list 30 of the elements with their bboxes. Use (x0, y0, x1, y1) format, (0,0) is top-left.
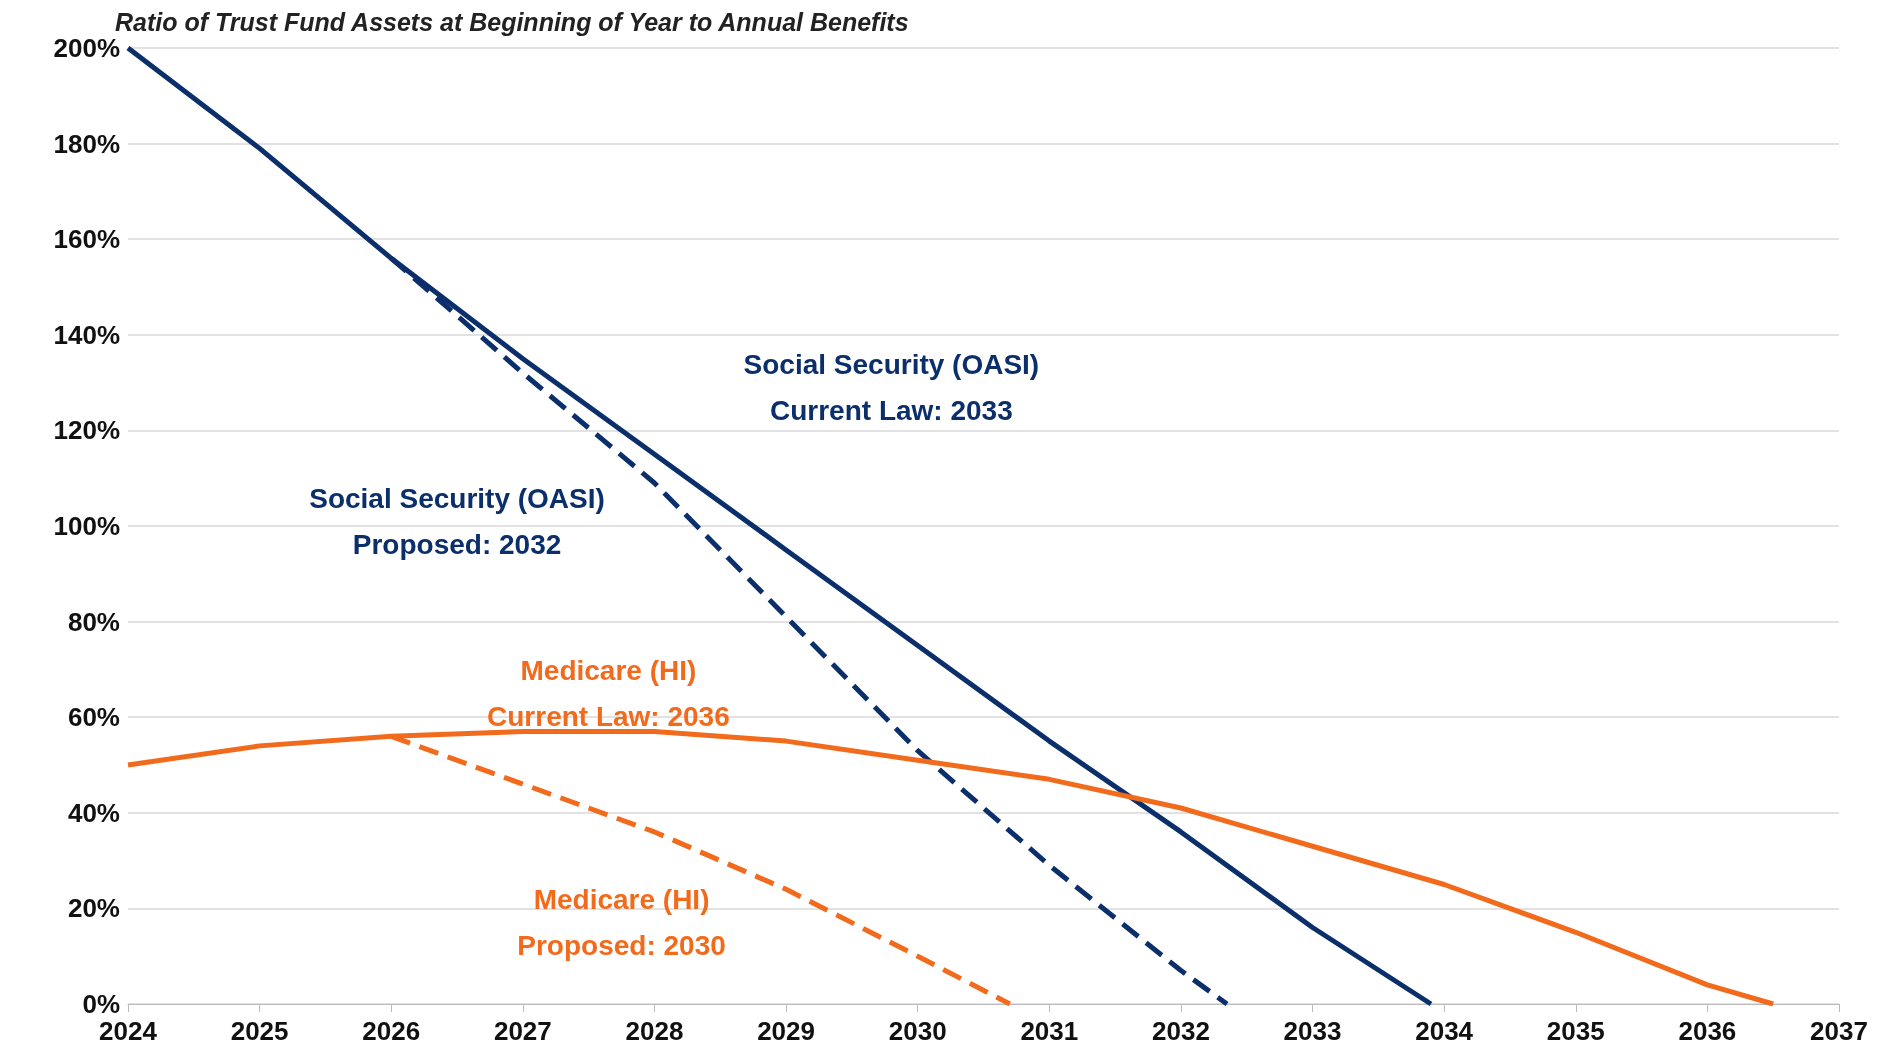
x-tick-label: 2033 (1283, 1016, 1342, 1046)
x-tick-label: 2031 (1020, 1016, 1079, 1046)
x-tick-label: 2028 (625, 1016, 684, 1046)
y-tick-label: 200% (53, 33, 120, 63)
y-tick-label: 20% (67, 893, 120, 924)
y-tick-label: 160% (53, 224, 120, 255)
x-tick-label: 2036 (1678, 1016, 1737, 1046)
series-label: Social Security (OASI) Proposed: 2032 (309, 482, 605, 560)
y-tick-label: 40% (67, 797, 120, 828)
x-tick-label: 2024 (99, 1016, 158, 1046)
x-tick-label: 2026 (362, 1016, 421, 1046)
y-tick-label: 120% (53, 415, 120, 446)
y-tick-label: 180% (53, 128, 120, 159)
x-tick-label: 2030 (888, 1016, 947, 1046)
x-tick-label: 2027 (493, 1016, 552, 1046)
y-tick-label: 80% (67, 606, 120, 637)
x-tick-label: 2025 (230, 1016, 289, 1046)
y-tick-label: 100% (53, 511, 120, 541)
y-tick-label: 60% (67, 702, 120, 733)
y-tick-label: 140% (53, 319, 120, 350)
series-label: Medicare (HI) Current Law: 2036 (487, 654, 730, 732)
x-tick-label: 2029 (757, 1016, 815, 1046)
x-tick-label: 2035 (1546, 1016, 1605, 1046)
x-tick-label: 2032 (1152, 1016, 1210, 1046)
chart-title: Ratio of Trust Fund Assets at Beginning of Year to Annual Benefits (115, 7, 909, 36)
x-tick-label: 2034 (1415, 1016, 1474, 1046)
series-label: Medicare (HI) Proposed: 2030 (517, 884, 726, 962)
y-tick-label: 0% (82, 989, 120, 1019)
text: Social Security (OASI) Current Law: 2033 (743, 348, 1040, 426)
x-tick-label: 2037 (1810, 1016, 1868, 1046)
